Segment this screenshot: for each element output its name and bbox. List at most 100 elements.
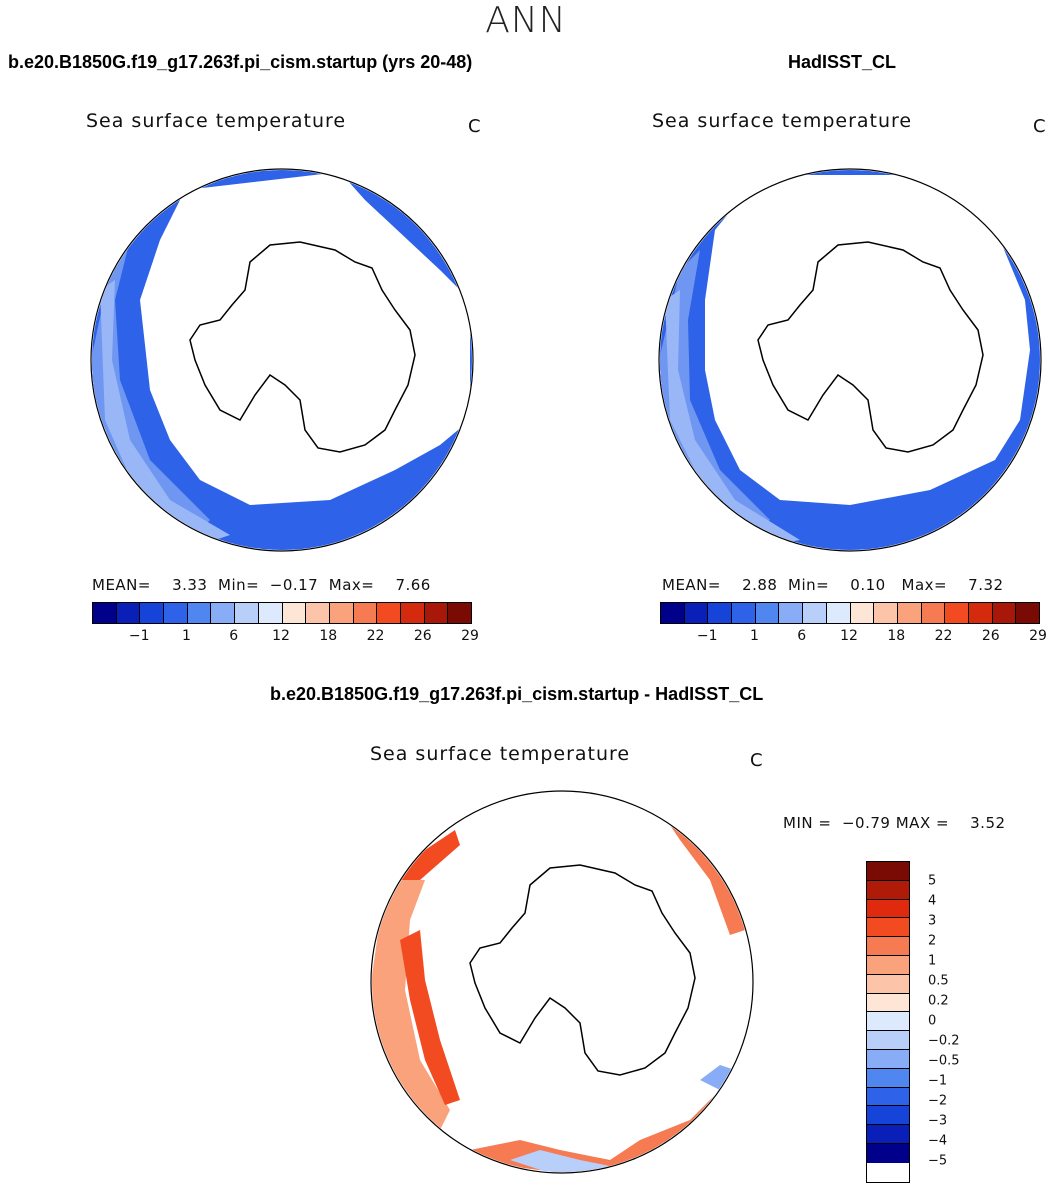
colorbar-cell — [867, 1049, 909, 1069]
colorbar-cell — [684, 603, 709, 623]
colorbar-cell — [187, 603, 212, 623]
panel2-min-value: 0.10 — [850, 576, 886, 594]
colorbar-tick-label: 1 — [750, 628, 759, 644]
panel2-mean-label: MEAN= — [662, 576, 721, 594]
diff-variable-title: Sea surface temperature — [370, 743, 631, 765]
colorbar-cell — [992, 603, 1017, 623]
colorbar-tick-label: 12 — [840, 628, 858, 644]
colorbar-tick-label: 1 — [182, 628, 191, 644]
panel2-stats: MEAN= 2.88 Min= 0.10 Max= 7.32 — [662, 576, 1004, 594]
colorbar-cell — [867, 918, 909, 938]
panel2-map-boundary — [658, 168, 1042, 552]
panel2-antarctica-outline — [757, 241, 984, 453]
colorbar-cell — [867, 955, 909, 975]
colorbar-cell — [377, 603, 401, 623]
colorbar-tick-label: −2 — [928, 1093, 948, 1109]
panel2-colorbar — [660, 602, 1040, 624]
colorbar-cell — [867, 880, 909, 900]
panel2-case-title: HadISST_CL — [788, 52, 897, 72]
panel2-ocean-lighter — [665, 290, 800, 545]
colorbar-tick-label: −1 — [696, 628, 718, 644]
panel1-mean-value: 3.33 — [172, 576, 208, 594]
colorbar-cell — [235, 603, 259, 623]
colorbar-cell — [258, 603, 283, 623]
panel1-antarctica-outline — [189, 241, 416, 453]
panel1-min-label: Min= — [218, 576, 260, 594]
colorbar-tick-label: 0.5 — [928, 973, 949, 989]
colorbar-tick-label: 5 — [928, 873, 937, 889]
diff-map-boundary — [370, 790, 754, 1174]
colorbar-tick-label: 4 — [928, 893, 937, 909]
colorbar-cell — [164, 603, 188, 623]
colorbar-cell — [282, 603, 307, 623]
colorbar-tick-label: −1 — [928, 1073, 948, 1089]
diff-stats: MIN = −0.79 MAX = 3.52 — [783, 814, 1006, 832]
colorbar-cell — [867, 1087, 909, 1107]
colorbar-tick-label: 0 — [928, 1013, 937, 1029]
colorbar-tick-label: 26 — [413, 628, 432, 644]
diff-antarctica-outline — [469, 864, 696, 1076]
panel1-colorbar — [92, 602, 472, 624]
colorbar-cell — [803, 603, 827, 623]
colorbar-cell — [755, 603, 780, 623]
colorbar-cell — [708, 603, 733, 623]
colorbar-tick-label: 6 — [797, 628, 807, 644]
colorbar-tick-label: 3 — [928, 913, 937, 929]
colorbar-cell — [826, 603, 851, 623]
colorbar-tick-label: 1 — [928, 953, 937, 969]
colorbar-cell — [867, 937, 909, 956]
colorbar-cell — [867, 993, 909, 1013]
panel2-min-label: Min= — [788, 576, 830, 594]
panel2-variable-title: Sea surface temperature — [652, 110, 913, 132]
colorbar-cell — [1016, 603, 1039, 623]
diff-se-blue — [700, 1065, 735, 1090]
panel1-mean-label: MEAN= — [92, 576, 151, 594]
colorbar-cell — [306, 603, 330, 623]
colorbar-tick-label: −3 — [928, 1113, 948, 1129]
panel1-units: C — [468, 116, 481, 137]
colorbar-cell — [867, 899, 909, 919]
colorbar-cell — [867, 1031, 909, 1050]
colorbar-cell — [874, 603, 898, 623]
colorbar-cell — [867, 862, 909, 881]
panel2-max-label: Max= — [901, 576, 948, 594]
panel2-max-value: 7.32 — [968, 576, 1004, 594]
diff-min-label: MIN = — [783, 814, 832, 832]
colorbar-cell — [353, 603, 378, 623]
colorbar-cell — [867, 1125, 909, 1144]
colorbar-tick-label: 26 — [981, 628, 1000, 644]
panel1-max-label: Max= — [328, 576, 375, 594]
diff-max-value: 3.52 — [970, 814, 1006, 832]
colorbar-tick-label: −4 — [928, 1133, 948, 1149]
colorbar-tick-label: 22 — [366, 628, 385, 644]
colorbar-tick-label: 6 — [229, 628, 239, 644]
colorbar-cell — [732, 603, 756, 623]
colorbar-cell — [867, 1106, 909, 1126]
panel1-variable-title: Sea surface temperature — [86, 110, 347, 132]
colorbar-tick-label: −5 — [928, 1153, 948, 1169]
panel1-map-boundary — [90, 168, 474, 552]
colorbar-cell — [211, 603, 236, 623]
panel1-min-value: −0.17 — [269, 576, 319, 594]
panel2-mean-value: 2.88 — [742, 576, 778, 594]
colorbar-tick-label: −1 — [128, 628, 150, 644]
colorbar-cell — [867, 974, 909, 994]
diff-red-core — [400, 930, 460, 1105]
colorbar-tick-label: 18 — [887, 628, 906, 644]
diff-red-ne — [660, 810, 745, 935]
diff-min-value: −0.79 — [841, 814, 891, 832]
panel1-stats: MEAN= 3.33 Min= −0.17 Max= 7.66 — [92, 576, 431, 594]
diff-colorbar-ticks: 5 4 3 2 1 0.5 0.2 0 −0.2 −0.5 −1 −2 −3 −4 −5 — [928, 861, 1008, 1181]
colorbar-tick-label: 0.2 — [928, 993, 949, 1009]
diff-bottom-blue — [510, 1150, 620, 1172]
colorbar-tick-label: 2 — [928, 933, 937, 949]
panel2-colorbar-ticks: −1 1 6 12 18 22 26 29 — [660, 628, 1047, 648]
diff-colorbar — [866, 861, 910, 1183]
colorbar-tick-label: 18 — [319, 628, 338, 644]
colorbar-tick-label: 22 — [934, 628, 953, 644]
colorbar-cell — [93, 603, 117, 623]
colorbar-cell — [968, 603, 993, 623]
colorbar-cell — [140, 603, 165, 623]
